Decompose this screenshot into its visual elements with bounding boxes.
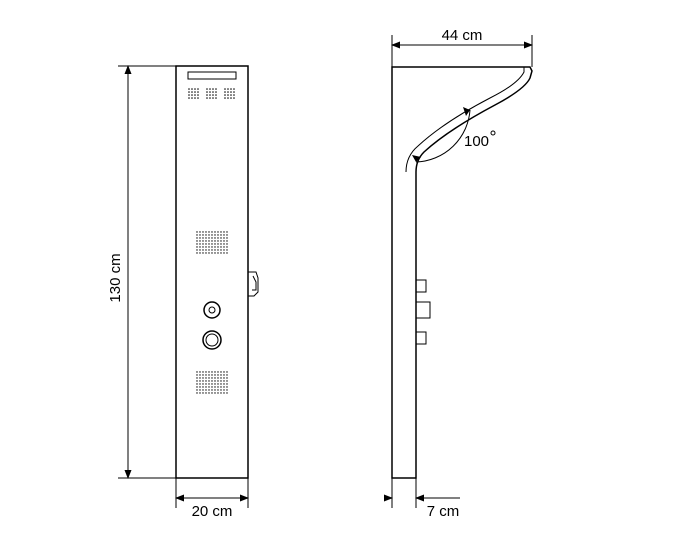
depth-top-label: 44 cm — [442, 27, 483, 44]
dimension-depth-top: 44 cm — [392, 27, 532, 67]
front-view: 130 cm 20 cm — [107, 66, 258, 520]
control-knob-lower — [203, 331, 221, 349]
side-view: 44 cm 7 cm 100 — [384, 27, 532, 520]
side-stub-1 — [416, 280, 426, 292]
side-stub-2 — [416, 302, 430, 318]
side-profile — [392, 67, 532, 478]
angle-label: 100 — [464, 133, 489, 150]
dimension-depth-base: 7 cm — [384, 478, 460, 520]
dimension-width: 20 cm — [176, 478, 248, 520]
diagram-container: 130 cm 20 cm 44 cm — [0, 0, 700, 550]
hand-shower-holder — [248, 272, 258, 296]
height-label: 130 cm — [107, 253, 124, 302]
side-stub-3 — [416, 332, 426, 344]
dimension-height: 130 cm — [107, 66, 176, 478]
panel-body — [176, 66, 248, 478]
technical-drawing-svg: 130 cm 20 cm 44 cm — [0, 0, 700, 550]
degree-symbol — [491, 131, 495, 135]
depth-base-label: 7 cm — [427, 503, 460, 520]
control-knob-upper — [204, 302, 220, 318]
width-label: 20 cm — [192, 503, 233, 520]
